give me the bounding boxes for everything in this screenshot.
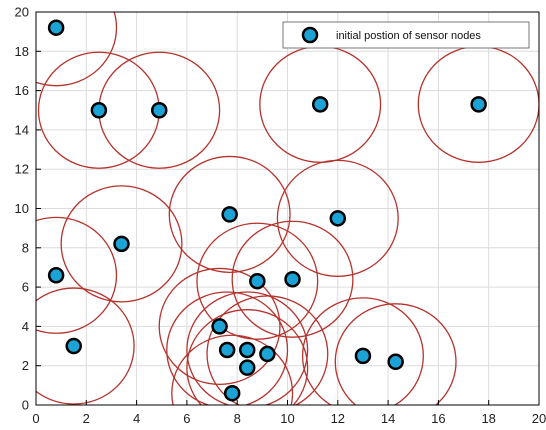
- sensor-node-point: [218, 341, 236, 359]
- sensing-range-circle: [36, 287, 135, 405]
- sensing-range-circle: [36, 216, 118, 334]
- y-tick-label: 0: [22, 398, 29, 413]
- x-tick-label: 4: [133, 411, 140, 426]
- sensor-node-point: [259, 345, 276, 363]
- x-tick-label: 16: [431, 411, 445, 426]
- sensor-node-point: [249, 272, 266, 290]
- axis-ticks: 0 2 4 6 8 10 12 14 16 18 20 0 2 4 6 8 10 12 14 16 18 20: [15, 5, 546, 427]
- y-tick-label: 12: [15, 162, 29, 177]
- sensing-range-circle: [166, 291, 289, 405]
- sensing-range-circle: [186, 309, 309, 405]
- sensor-node-point: [221, 206, 238, 223]
- x-tick-label: 12: [331, 411, 345, 426]
- sensing-range-circle: [334, 303, 457, 405]
- sensor-node-point: [284, 270, 301, 288]
- sensing-range-circle: [168, 155, 291, 274]
- sensing-range-circle: [171, 334, 294, 405]
- sensor-node-point: [211, 318, 228, 335]
- x-tick-label: 2: [83, 411, 90, 426]
- legend-box: [282, 21, 530, 49]
- x-tick-label: 8: [234, 411, 241, 426]
- x-tick-label: 6: [183, 411, 190, 426]
- x-tick-label: 10: [280, 411, 294, 426]
- sensor-node-point: [150, 102, 168, 119]
- grid: [36, 12, 539, 405]
- sensor-node-point: [47, 267, 65, 284]
- y-tick-label: 14: [15, 122, 29, 137]
- sensing-range-circle: [231, 220, 354, 338]
- sensing-range-circle: [186, 291, 309, 405]
- legend-marker: [301, 26, 319, 44]
- y-tick-label: 10: [15, 201, 29, 216]
- y-tick-label: 8: [22, 240, 29, 255]
- y-tick-label: 16: [15, 83, 29, 98]
- sensor-node-point: [223, 384, 241, 402]
- x-tick-label: 20: [532, 411, 546, 426]
- sensor-node-point: [329, 210, 347, 227]
- sensor-node-point: [239, 359, 256, 376]
- sensing-range-circle: [276, 159, 399, 277]
- sensor-node-point: [387, 353, 404, 371]
- sensor-node-point: [47, 19, 65, 36]
- sensor-node-point: [311, 96, 329, 113]
- x-tick-label: 14: [381, 411, 395, 426]
- y-tick-label: 20: [15, 5, 29, 20]
- sensor-node-point: [354, 347, 372, 365]
- legend-label: initial postion of sensor nodes: [336, 30, 481, 42]
- legend: initial postion of sensor nodes: [282, 21, 530, 49]
- sensor-node-point: [470, 96, 487, 113]
- y-tick-label: 2: [22, 358, 29, 373]
- sensor-node-point: [239, 341, 256, 359]
- x-tick-label: 0: [32, 411, 39, 426]
- sensing-range-circle: [36, 12, 118, 87]
- sensor-nodes: [47, 19, 487, 402]
- sensing-range-circle: [158, 267, 281, 386]
- y-tick-label: 4: [22, 319, 29, 334]
- sensor-node-point: [90, 102, 108, 119]
- y-tick-label: 6: [22, 280, 29, 295]
- sensing-range-circle: [60, 185, 183, 303]
- x-tick-label: 18: [481, 411, 495, 426]
- sensing-range-circle: [196, 222, 319, 340]
- sensing-range-circle: [301, 297, 424, 405]
- sensor-node-point: [65, 337, 82, 355]
- y-tick-label: 18: [15, 44, 29, 59]
- sensor-node-point: [113, 235, 130, 253]
- sensing-range-circle: [206, 295, 329, 405]
